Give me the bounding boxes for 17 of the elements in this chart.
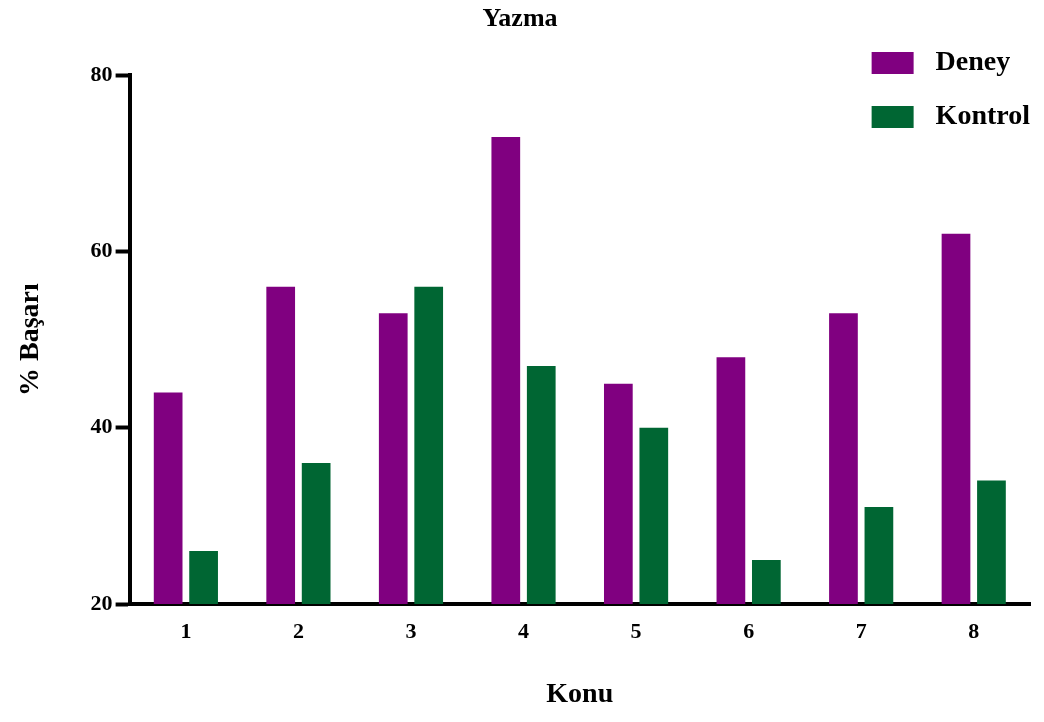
- y-tick-label: 20: [90, 589, 113, 615]
- y-tick-label: 40: [90, 413, 113, 439]
- x-tick-label: 6: [743, 617, 755, 643]
- x-tick-label: 2: [292, 617, 304, 643]
- y-tick-label: 60: [90, 237, 113, 263]
- x-tick-label: 3: [405, 617, 417, 643]
- legend-label: Kontrol: [935, 99, 1031, 131]
- x-tick-label: 7: [855, 617, 867, 643]
- x-tick-label: 8: [968, 617, 980, 643]
- chart-title: Yazma: [482, 3, 558, 33]
- y-axis-title: % Başarı: [13, 282, 45, 396]
- legend-label: Deney: [935, 45, 1011, 77]
- x-tick-label: 1: [180, 617, 192, 643]
- x-tick-label: 4: [518, 617, 530, 643]
- y-tick-label: 80: [90, 60, 113, 86]
- x-axis-title: Konu: [546, 677, 614, 709]
- x-tick-label: 5: [630, 617, 642, 643]
